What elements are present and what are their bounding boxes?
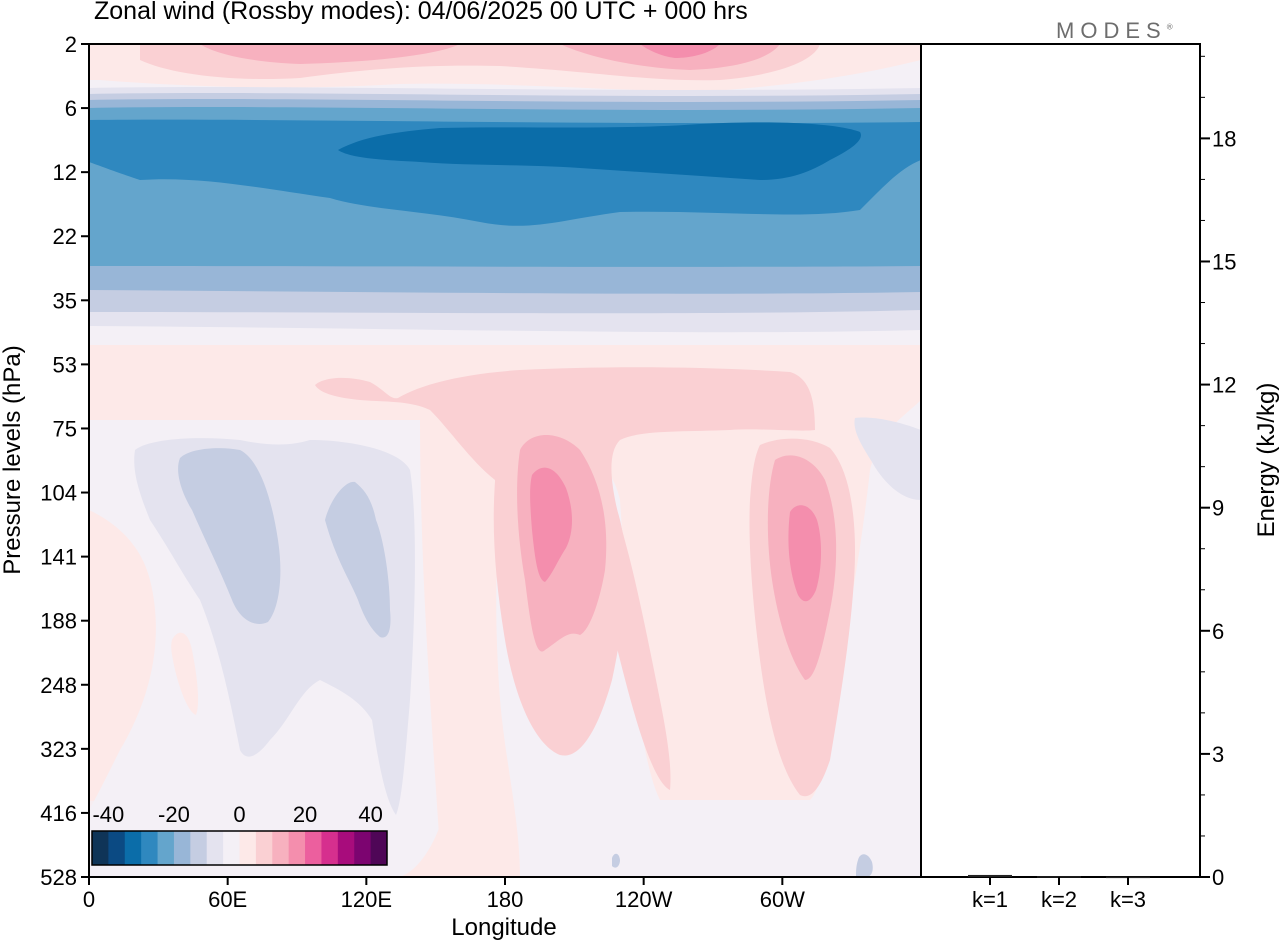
energy-tick-label: 0 — [1212, 865, 1224, 890]
registered-mark: ® — [1166, 22, 1173, 32]
y-tick-label: 2 — [65, 32, 77, 57]
colorbar-swatch — [92, 831, 109, 865]
energy-bars: k=1 k=2 k=3 — [968, 874, 1150, 912]
energy-tick-label: 9 — [1212, 496, 1224, 521]
field-upper-westerly-core — [200, 44, 780, 70]
colorbar-swatch — [108, 831, 126, 865]
y-tick-label: 104 — [40, 481, 77, 506]
colorbar-swatch — [337, 831, 355, 865]
energy-bar — [1037, 876, 1081, 878]
longitude-axis: 0 60E 120E 180 120W 60W — [83, 877, 805, 912]
y-tick-label: 323 — [40, 737, 77, 762]
x-tick-label: 60W — [760, 887, 805, 912]
y-tick-label: 6 — [65, 96, 77, 121]
field-westerly-15to20-b — [788, 505, 822, 602]
x-axis-title: Longitude — [451, 914, 556, 941]
field-westerly-15to20-a — [530, 467, 572, 582]
colorbar-swatch — [206, 831, 224, 865]
y-tick-label: 188 — [40, 609, 77, 634]
energy-tick-label: 3 — [1212, 742, 1224, 767]
colorbar-swatch — [305, 831, 322, 865]
colorbar-swatch — [370, 831, 388, 865]
energy-tick-label: 18 — [1212, 126, 1236, 151]
field-small-westerly-patch — [171, 632, 199, 715]
colorbar-swatch — [223, 831, 240, 865]
field-trop-easterly-inner-left — [178, 448, 281, 624]
field-trop-easterly-inner-right — [325, 481, 391, 638]
field-weak-westerly-bottom — [400, 500, 520, 877]
colorbar-tick-label: 40 — [358, 802, 382, 827]
y-axis-title-right: Energy (kJ/kg) — [1253, 383, 1280, 538]
colorbar-swatch — [354, 831, 372, 865]
y-tick-label: 141 — [40, 545, 77, 570]
colorbar-swatch — [288, 831, 306, 865]
colorbar-swatch — [321, 831, 339, 865]
field-small-easterly-patch-east — [854, 417, 921, 500]
y-tick-label: 53 — [53, 352, 77, 377]
y-tick-label: 416 — [40, 801, 77, 826]
colorbar-swatch — [124, 831, 142, 865]
colorbar-swatch — [255, 831, 273, 865]
colorbar-swatch — [173, 831, 191, 865]
x-tick-label: 0 — [83, 887, 95, 912]
energy-bar — [968, 874, 1012, 877]
bar-category-label: k=3 — [1110, 887, 1146, 912]
y-tick-label: 248 — [40, 673, 77, 698]
modes-logo: MODES® — [1056, 18, 1173, 44]
colorbar-tick-label: -20 — [158, 802, 190, 827]
y-axis-title-left: Pressure levels (hPa) — [0, 345, 26, 574]
bar-category-label: k=1 — [972, 887, 1008, 912]
energy-panel-frame — [920, 43, 1201, 878]
x-tick-label: 120E — [341, 887, 392, 912]
pressure-axis: 2 6 12 22 35 53 75 104 141 188 248 323 416 528 — [40, 32, 89, 890]
colorbar-tick-label: -40 — [92, 802, 124, 827]
y-tick-label: 35 — [53, 288, 77, 313]
y-tick-label: 22 — [53, 224, 77, 249]
colorbar-swatch — [190, 831, 208, 865]
energy-axis: 0 3 6 9 12 15 18 — [1200, 55, 1236, 890]
field-easterly-25to30 — [338, 122, 861, 180]
field-small-easterly-patch-bottom2 — [612, 853, 620, 868]
x-tick-label: 180 — [487, 887, 524, 912]
colorbar-swatch — [272, 831, 290, 865]
field-weak-westerly-lower — [89, 345, 921, 850]
colorbar-frame — [91, 830, 388, 866]
colorbar-swatch — [157, 831, 175, 865]
logo-text: MODES — [1056, 18, 1167, 43]
colorbar-swatch — [239, 831, 257, 865]
x-tick-label: 120W — [615, 887, 673, 912]
x-tick-label: 60E — [208, 887, 247, 912]
field-small-easterly-patch-bottom — [856, 854, 873, 877]
colorbar-tick-label: 20 — [293, 802, 317, 827]
field-weak-westerly-left — [89, 510, 156, 810]
energy-tick-label: 6 — [1212, 619, 1224, 644]
y-tick-label: 12 — [53, 160, 77, 185]
colorbar-label-backdrop — [90, 801, 389, 831]
chart-title: Zonal wind (Rossby modes): 04/06/2025 00… — [94, 0, 748, 25]
bar-category-label: k=2 — [1041, 887, 1077, 912]
field-upper-westerly-max — [640, 44, 720, 58]
colorbar: -40 -20 0 20 40 — [90, 801, 389, 866]
colorbar-swatch — [141, 831, 159, 865]
y-tick-label: 75 — [53, 416, 77, 441]
y-tick-label: 528 — [40, 865, 77, 890]
energy-tick-label: 12 — [1212, 373, 1236, 398]
colorbar-tick-label: 0 — [233, 802, 245, 827]
contour-map — [89, 44, 921, 877]
energy-tick-label: 15 — [1212, 249, 1236, 274]
